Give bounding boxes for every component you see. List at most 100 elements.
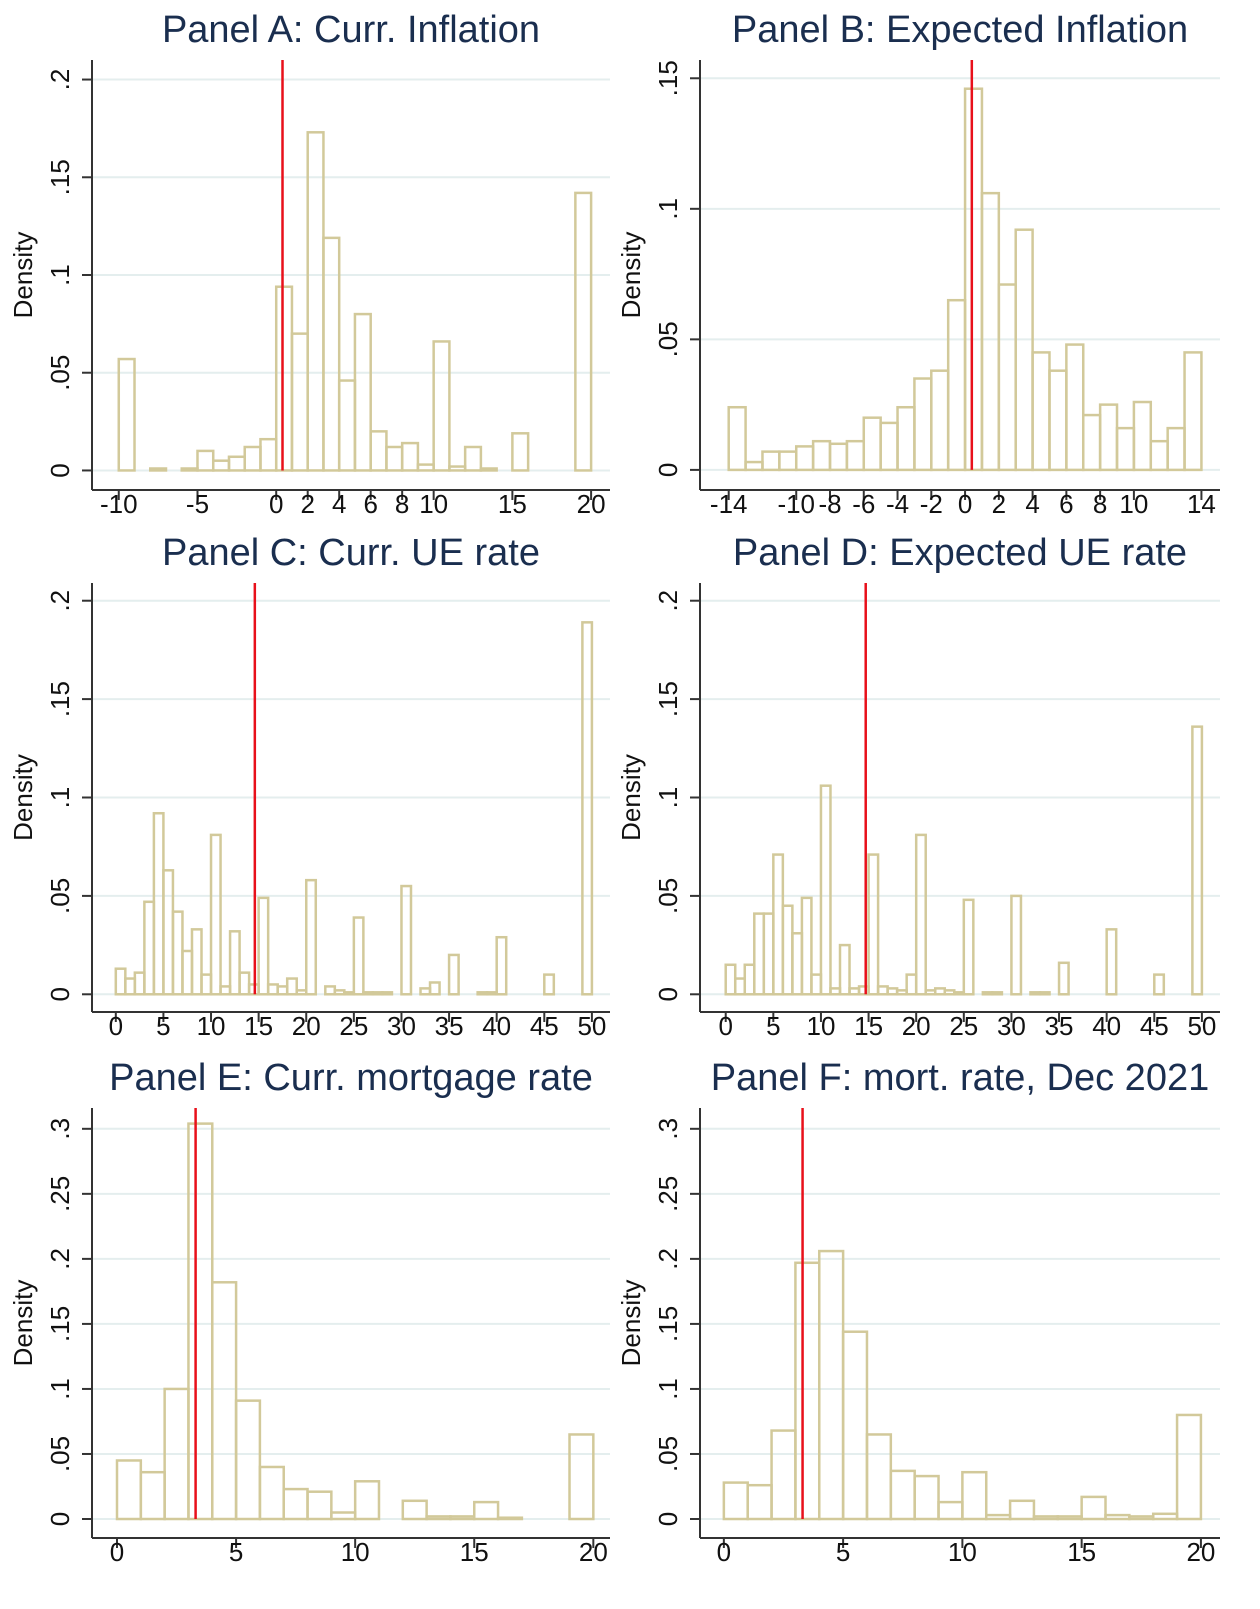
x-tick-label: 40 bbox=[482, 1011, 511, 1041]
x-tick-label: 0 bbox=[717, 1537, 731, 1567]
bar bbox=[743, 963, 756, 996]
bar bbox=[243, 445, 262, 472]
x-tick-label: 10 bbox=[948, 1537, 977, 1567]
panel: Panel E: Curr. mortgage rate Density 0 .05.… bbox=[8, 1057, 610, 1567]
x-tick-label: 45 bbox=[1140, 1011, 1169, 1041]
bar bbox=[285, 977, 298, 996]
bar bbox=[181, 949, 194, 996]
bar bbox=[258, 1465, 285, 1521]
bar bbox=[581, 621, 594, 996]
bar bbox=[905, 973, 918, 996]
bar bbox=[330, 1511, 357, 1521]
x-tick-label: -6 bbox=[852, 489, 875, 519]
panel-title: Panel A: Curr. Inflation bbox=[162, 9, 540, 51]
y-tick-label: .05 bbox=[653, 321, 683, 357]
y-tick-label: .05 bbox=[45, 878, 75, 914]
bar bbox=[778, 450, 798, 472]
x-tick-label: -2 bbox=[920, 489, 943, 519]
bar bbox=[1008, 1499, 1036, 1521]
bar bbox=[337, 379, 357, 472]
bar bbox=[980, 191, 1001, 472]
x-tick-label: 20 bbox=[902, 1011, 931, 1041]
bar bbox=[943, 989, 956, 996]
panel-title: Panel E: Curr. mortgage rate bbox=[109, 1057, 593, 1099]
bar bbox=[1014, 228, 1034, 472]
bar bbox=[432, 340, 451, 472]
panel: Panel B: Expected Inflation Density 0 .05 .1… bbox=[616, 9, 1220, 519]
x-tick-label: 50 bbox=[1187, 1011, 1216, 1041]
bar bbox=[810, 973, 823, 996]
bar bbox=[886, 987, 899, 996]
x-tick-label: 0 bbox=[958, 489, 972, 519]
bar bbox=[930, 369, 950, 472]
bar bbox=[353, 312, 372, 472]
bar bbox=[963, 87, 984, 472]
bar bbox=[781, 904, 794, 996]
x-tick-label: 15 bbox=[854, 1011, 883, 1041]
bar bbox=[1128, 1515, 1155, 1521]
bar bbox=[733, 977, 747, 996]
bar bbox=[1029, 991, 1042, 996]
bar bbox=[865, 1433, 893, 1521]
panel-title: Panel F: mort. rate, Dec 2021 bbox=[711, 1057, 1209, 1099]
bar bbox=[259, 437, 278, 472]
y-tick-label: .3 bbox=[653, 1118, 683, 1140]
bar bbox=[306, 131, 325, 472]
y-axis-label: Density bbox=[8, 232, 38, 319]
x-tick-label: 10 bbox=[419, 489, 448, 519]
bar bbox=[171, 910, 184, 996]
bar bbox=[187, 1122, 214, 1521]
panel: Panel C: Curr. UE rate Density 0 .05 .1 .15 .2… bbox=[8, 532, 610, 1041]
y-tick-label: .15 bbox=[45, 1306, 75, 1342]
bar bbox=[568, 1433, 595, 1521]
bar bbox=[1056, 1515, 1083, 1521]
bar bbox=[997, 283, 1017, 472]
x-tick-label: 20 bbox=[579, 1537, 608, 1567]
bar bbox=[876, 985, 889, 996]
bar bbox=[1057, 961, 1070, 996]
bar bbox=[333, 989, 346, 996]
bar bbox=[425, 1515, 452, 1521]
bar bbox=[369, 430, 388, 472]
x-tick-label: 5 bbox=[229, 1537, 243, 1567]
bar bbox=[485, 991, 498, 996]
bar bbox=[400, 884, 413, 996]
bar bbox=[744, 460, 764, 472]
bar bbox=[1010, 894, 1023, 996]
bar bbox=[1031, 351, 1051, 472]
bar bbox=[819, 784, 832, 996]
bar bbox=[914, 833, 927, 996]
bar bbox=[829, 987, 842, 996]
panel: Panel D: Expected UE rate Density 0 .05 .1 .1… bbox=[616, 532, 1220, 1041]
x-tick-label: 25 bbox=[339, 1011, 368, 1041]
bar bbox=[149, 467, 168, 472]
bar bbox=[352, 916, 365, 996]
x-tick-label: 15 bbox=[460, 1537, 489, 1567]
x-tick-label: 0 bbox=[718, 1011, 732, 1041]
bar bbox=[290, 332, 309, 472]
bar bbox=[841, 1330, 869, 1521]
bar bbox=[133, 971, 146, 996]
y-tick-label: 0 bbox=[653, 1512, 683, 1526]
x-tick-label: -5 bbox=[186, 489, 209, 519]
y-tick-label: .15 bbox=[45, 681, 75, 717]
bar bbox=[753, 912, 766, 996]
y-tick-label: 0 bbox=[45, 987, 75, 1001]
bar bbox=[448, 465, 467, 472]
x-tick-label: 0 bbox=[110, 1537, 124, 1567]
bar bbox=[227, 455, 246, 472]
bar bbox=[962, 898, 975, 996]
y-tick-label: .2 bbox=[45, 1248, 75, 1270]
bar bbox=[1166, 426, 1186, 472]
x-tick-label: -4 bbox=[886, 489, 909, 519]
x-tick-label: 6 bbox=[363, 489, 377, 519]
bar bbox=[727, 405, 747, 472]
x-tick-label: 20 bbox=[577, 489, 606, 519]
y-axis-label: Density bbox=[616, 1280, 646, 1367]
x-tick-label: 15 bbox=[1067, 1537, 1096, 1567]
panel: Panel F: mort. rate, Dec 2021 Density 0 .05… bbox=[616, 1057, 1220, 1567]
bar bbox=[447, 953, 460, 996]
bar bbox=[889, 1469, 916, 1521]
bar bbox=[946, 298, 967, 472]
bar bbox=[722, 1481, 749, 1521]
